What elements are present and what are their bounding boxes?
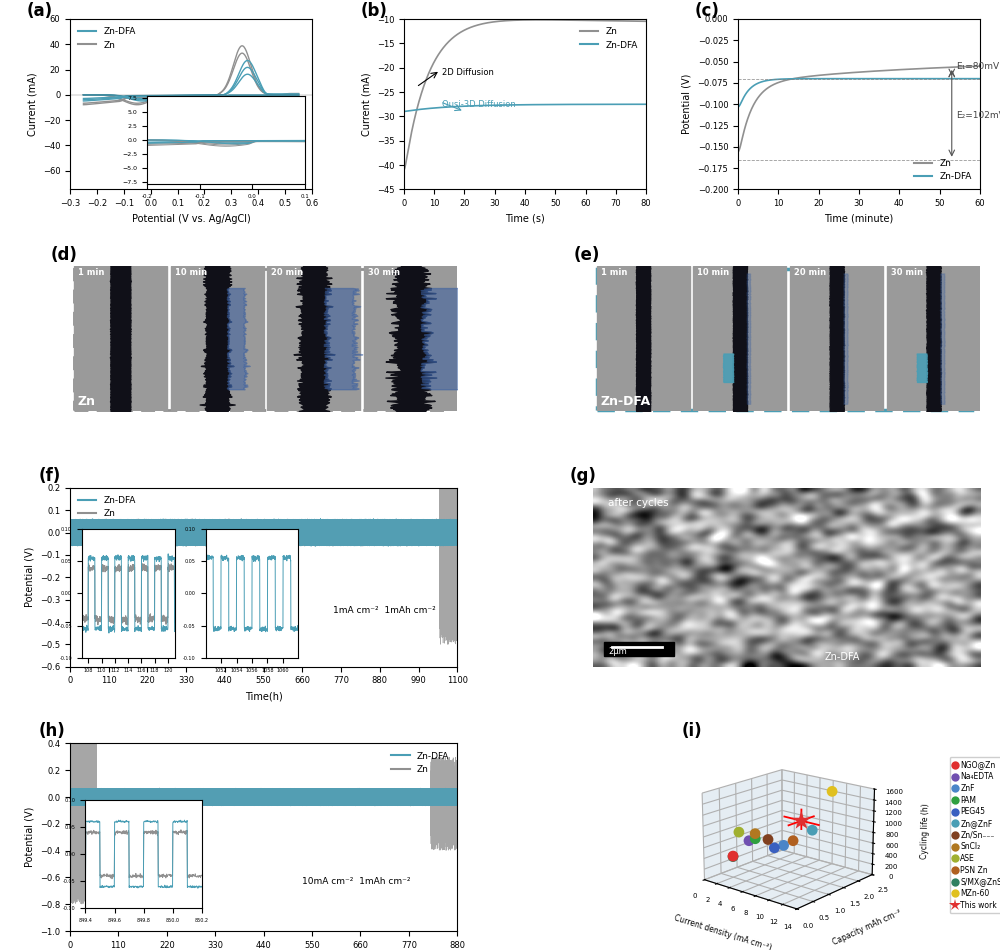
Bar xyxy=(693,266,786,411)
Legend: Zn-DFA, Zn: Zn-DFA, Zn xyxy=(75,492,139,522)
Text: Zn-DFA: Zn-DFA xyxy=(825,652,860,661)
Text: (f): (f) xyxy=(39,466,61,484)
Text: (c): (c) xyxy=(694,2,719,20)
Text: Zn: Zn xyxy=(78,395,96,408)
Text: 20 min: 20 min xyxy=(271,268,303,276)
Legend: Zn, Zn-DFA: Zn, Zn-DFA xyxy=(577,24,641,53)
Y-axis label: Potential (V): Potential (V) xyxy=(24,547,34,607)
Text: 10mA cm⁻²  1mAh cm⁻²: 10mA cm⁻² 1mAh cm⁻² xyxy=(302,877,411,886)
Text: 1mA cm⁻²  1mAh cm⁻²: 1mA cm⁻² 1mAh cm⁻² xyxy=(333,606,436,615)
Text: (e): (e) xyxy=(573,246,600,264)
Text: 1 min: 1 min xyxy=(78,268,104,276)
Bar xyxy=(74,266,167,411)
X-axis label: Potential (V vs. Ag/AgCl): Potential (V vs. Ag/AgCl) xyxy=(132,214,250,224)
Text: (i): (i) xyxy=(681,722,702,740)
Text: (b): (b) xyxy=(360,2,387,20)
Text: (g): (g) xyxy=(570,466,596,484)
Y-axis label: Potential (V): Potential (V) xyxy=(682,74,692,134)
Y-axis label: Capacity mAh cm⁻²: Capacity mAh cm⁻² xyxy=(831,908,903,947)
Bar xyxy=(267,266,360,411)
Text: after cycles: after cycles xyxy=(608,498,669,507)
Text: 2D Diffusion: 2D Diffusion xyxy=(442,68,494,77)
Text: (a): (a) xyxy=(26,2,53,20)
Text: Zn-DFA: Zn-DFA xyxy=(601,395,651,408)
Text: 10 min: 10 min xyxy=(697,268,729,276)
Legend: Zn-DFA, Zn: Zn-DFA, Zn xyxy=(388,748,453,778)
Bar xyxy=(790,266,883,411)
Bar xyxy=(604,641,674,656)
Text: 20 min: 20 min xyxy=(794,268,826,276)
Y-axis label: Current (mA): Current (mA) xyxy=(27,72,37,136)
Text: 30 min: 30 min xyxy=(368,268,400,276)
Text: (d): (d) xyxy=(51,246,78,264)
Y-axis label: Potential (V): Potential (V) xyxy=(24,808,34,867)
Text: 2μm: 2μm xyxy=(608,647,627,656)
Text: 30 min: 30 min xyxy=(891,268,923,276)
Text: Qusi-3D Diffusion: Qusi-3D Diffusion xyxy=(442,100,516,108)
Text: (h): (h) xyxy=(39,722,66,740)
Text: E₁=80mV: E₁=80mV xyxy=(956,62,999,70)
Y-axis label: Current (mA): Current (mA) xyxy=(361,72,371,136)
X-axis label: Time (s): Time (s) xyxy=(505,214,545,224)
Bar xyxy=(171,266,264,411)
Legend: Zn-DFA, Zn: Zn-DFA, Zn xyxy=(75,24,139,53)
Text: 1 min: 1 min xyxy=(601,268,627,276)
Legend: NGO@Zn, Na₄EDTA, ZnF, PAM, PEG45, Zn@ZnF, Zn/Sn₋₋₋, SnCl₂, ASE, PSN Zn, S/MX@ZnS: NGO@Zn, Na₄EDTA, ZnF, PAM, PEG45, Zn@ZnF… xyxy=(950,757,1000,913)
X-axis label: Time (minute): Time (minute) xyxy=(824,214,894,224)
Bar xyxy=(887,266,980,411)
Text: 10 min: 10 min xyxy=(175,268,207,276)
Bar xyxy=(364,266,457,411)
X-axis label: Current density (mA cm⁻²): Current density (mA cm⁻²) xyxy=(673,913,772,950)
Legend: Zn, Zn-DFA: Zn, Zn-DFA xyxy=(911,155,975,185)
Bar xyxy=(597,266,690,411)
X-axis label: Time(h): Time(h) xyxy=(245,691,282,701)
Text: E₂=102mV: E₂=102mV xyxy=(956,110,1000,120)
